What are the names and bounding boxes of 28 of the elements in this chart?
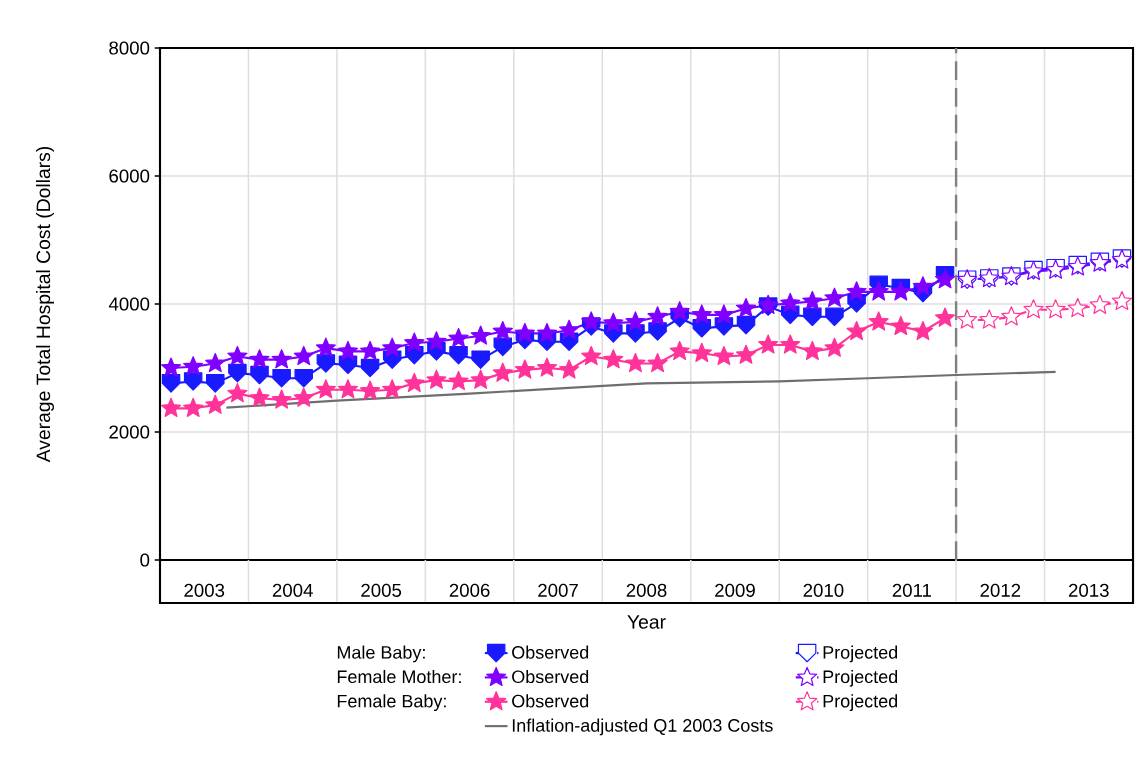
text: Female Baby: [337, 694, 446, 712]
x-tick-label: 2010 [803, 583, 844, 597]
y-tick-label: 4000 [108, 297, 150, 311]
x-axis-title: Year [627, 615, 666, 629]
x-tick-label: 2005 [361, 583, 402, 597]
y-tick-label: 0 [140, 553, 150, 567]
x-tick-label: 2013 [1068, 583, 1109, 597]
y-tick-label: 2000 [109, 425, 150, 439]
legend-label: Observed [512, 669, 589, 684]
legend-label: Observed [512, 645, 589, 659]
x-tick-label: 2009 [715, 583, 755, 597]
x-tick-label: 2003 [184, 583, 225, 597]
x-tick-label: 2011 [892, 583, 932, 597]
x-tick-label: 2012 [980, 583, 1021, 597]
y-tick-label: 6000 [109, 169, 150, 183]
legend-label: Inflation-adjusted Q1 2003 Costs [512, 718, 773, 736]
text: Male Baby: [337, 645, 425, 663]
x-tick-label: 2008 [626, 583, 667, 597]
x-tick-label: 2007 [538, 583, 578, 597]
x-tick-label: 2004 [272, 583, 313, 597]
text: Female Mother: [337, 669, 461, 684]
legend-label: Observed [512, 694, 589, 708]
legend-label: Projected [823, 694, 898, 712]
y-tick-label: 8000 [109, 41, 150, 55]
legend-label: Projected [823, 669, 898, 687]
legend-label: Projected [823, 645, 898, 663]
y-axis-title: Average Total Hospital Cost (Dollars) [35, 146, 55, 463]
x-tick-label: 2006 [449, 583, 490, 597]
